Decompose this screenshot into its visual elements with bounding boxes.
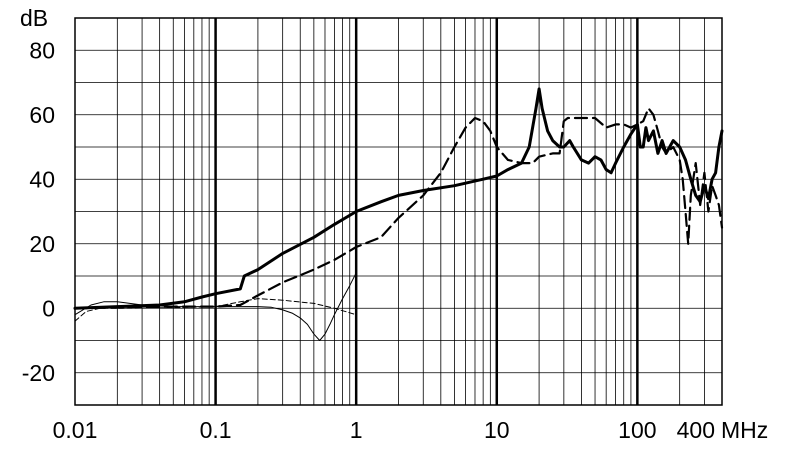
- y-axis-label: dB: [20, 5, 48, 31]
- y-tick-label: -20: [22, 360, 55, 386]
- y-tick-label: 40: [29, 166, 55, 192]
- y-tick-label: 80: [29, 37, 55, 63]
- x-tick-labels: 0.01 0.1 1 10 100 400: [53, 417, 715, 443]
- series-line-3: [74, 272, 357, 341]
- x-axis-label: MHz: [721, 417, 768, 443]
- y-tick-label: 20: [29, 231, 55, 257]
- plot-frame: [74, 17, 723, 406]
- y-tick-label: 0: [42, 295, 55, 321]
- grid: [75, 18, 722, 405]
- series-line-1: [73, 87, 724, 310]
- x-tick-label: 1: [350, 417, 363, 443]
- series-line-2: [73, 107, 724, 310]
- y-tick-label: 60: [29, 102, 55, 128]
- x-tick-label: 100: [618, 417, 656, 443]
- x-tick-label: 400: [677, 417, 715, 443]
- x-tick-label: 0.01: [53, 417, 98, 443]
- series-layer: [73, 87, 724, 341]
- y-tick-labels: 80 60 40 20 0 -20: [22, 37, 55, 386]
- x-tick-label: 0.1: [200, 417, 232, 443]
- series-line-4: [74, 298, 357, 322]
- x-tick-label: 10: [484, 417, 510, 443]
